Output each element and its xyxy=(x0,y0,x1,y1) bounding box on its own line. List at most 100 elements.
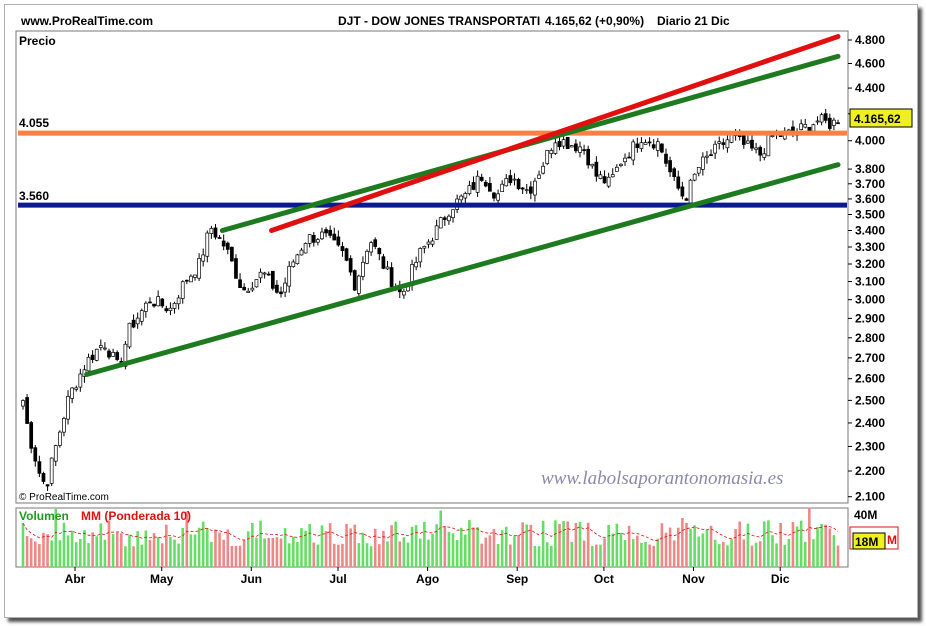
candle-body xyxy=(590,163,595,167)
candle-body xyxy=(606,176,611,187)
chart-header: www.ProRealTime.com DJT - DOW JONES TRAN… xyxy=(5,5,917,31)
volume-bar xyxy=(484,537,488,567)
candle-body xyxy=(168,307,173,312)
volume-bar xyxy=(46,534,49,567)
candle-body xyxy=(352,270,357,291)
candle-body xyxy=(176,297,181,305)
volume-bar xyxy=(656,538,660,567)
candle-body xyxy=(250,287,255,291)
instrument-name: DJT - DOW JONES TRANSPORTATI xyxy=(338,14,541,28)
candle-body xyxy=(664,153,668,164)
price-tick-label: 4.600 xyxy=(855,57,885,71)
volume-bar xyxy=(795,526,799,567)
mm-series-label: MM (Ponderada 10) xyxy=(81,509,191,523)
volume-bar xyxy=(197,527,201,567)
candle-body xyxy=(311,234,316,243)
candle-body xyxy=(94,348,99,361)
volume-bar xyxy=(611,533,615,567)
candle-body xyxy=(614,166,619,172)
candle-body xyxy=(242,286,247,291)
price-tick-label: 4.400 xyxy=(855,81,885,95)
volume-bar xyxy=(128,534,131,567)
volume-bar xyxy=(734,528,737,567)
candle-body xyxy=(586,148,591,166)
volume-bar xyxy=(320,525,324,567)
price-axis: 4.8004.6004.4004.2004.0003.8003.7003.600… xyxy=(848,33,885,504)
volume-bar xyxy=(607,524,610,567)
volume-bar xyxy=(672,540,676,567)
candle-body xyxy=(668,160,672,173)
volume-bar xyxy=(160,543,164,567)
price-tick-label: 3.800 xyxy=(855,162,885,176)
volume-last-badge xyxy=(852,532,886,550)
volume-bar xyxy=(558,523,561,567)
candle-body xyxy=(389,267,394,287)
volume-bar xyxy=(406,542,410,567)
candle-body xyxy=(578,146,582,153)
volume-bar xyxy=(259,520,262,567)
volume-bar xyxy=(717,544,721,567)
candle-body xyxy=(598,174,603,179)
volume-bar xyxy=(709,525,713,567)
candle-body xyxy=(512,178,517,181)
volume-bar xyxy=(652,545,656,567)
candle-body xyxy=(565,136,570,150)
candle-body xyxy=(627,156,631,159)
price-candles xyxy=(21,108,840,491)
period-date: Diario 21 Dic xyxy=(657,14,730,28)
candle-body xyxy=(537,174,541,179)
volume-bar xyxy=(439,510,443,567)
volume-bar xyxy=(382,530,385,567)
candle-body xyxy=(98,345,103,348)
volume-series-label: Volumen xyxy=(19,509,69,523)
candle-body xyxy=(508,175,513,184)
volume-bar xyxy=(156,536,160,567)
volume-bar xyxy=(816,526,819,567)
candle-body xyxy=(819,114,824,123)
candle-body xyxy=(471,182,476,190)
volume-bar xyxy=(730,539,733,567)
volume-bar xyxy=(275,537,279,567)
volume-bar xyxy=(87,543,90,567)
site-name[interactable]: www.ProRealTime.com xyxy=(21,14,154,28)
candle-body xyxy=(504,178,509,187)
volume-bar xyxy=(189,534,193,567)
price-tick-label: 3.600 xyxy=(855,192,885,206)
volume-bar xyxy=(808,507,811,567)
volume-bar xyxy=(554,520,557,567)
candle-body xyxy=(377,248,382,255)
candle-body xyxy=(53,445,58,462)
candle-body xyxy=(557,141,562,148)
volume-bar xyxy=(599,544,602,567)
volume-bar xyxy=(33,541,37,567)
candle-body xyxy=(156,296,161,307)
volume-bar xyxy=(504,526,508,567)
candle-body xyxy=(381,256,386,269)
volume-bar xyxy=(373,528,377,567)
candle-body xyxy=(426,241,431,245)
candle-body xyxy=(754,147,758,150)
price-tick-label: 2.400 xyxy=(855,416,885,430)
volume-bar xyxy=(697,536,701,567)
candle-body xyxy=(479,176,484,181)
candle-body xyxy=(270,270,275,289)
candle-body xyxy=(291,261,296,268)
level-lines xyxy=(18,130,847,208)
candle-body xyxy=(528,186,533,194)
candle-body xyxy=(254,279,259,288)
volume-bar xyxy=(726,545,729,567)
candle-body xyxy=(86,356,91,372)
candle-body xyxy=(574,143,578,152)
volume-bar xyxy=(537,546,541,567)
candle-body xyxy=(21,400,25,407)
volume-bar xyxy=(791,522,795,567)
volume-bar xyxy=(222,539,225,567)
volume-bar xyxy=(349,528,352,567)
candle-body xyxy=(467,185,472,195)
volume-moving-average xyxy=(22,522,839,542)
volume-bar xyxy=(165,524,168,567)
candle-body xyxy=(647,141,652,144)
candle-body xyxy=(500,183,505,193)
candle-body xyxy=(762,153,767,158)
candle-body xyxy=(492,192,496,199)
